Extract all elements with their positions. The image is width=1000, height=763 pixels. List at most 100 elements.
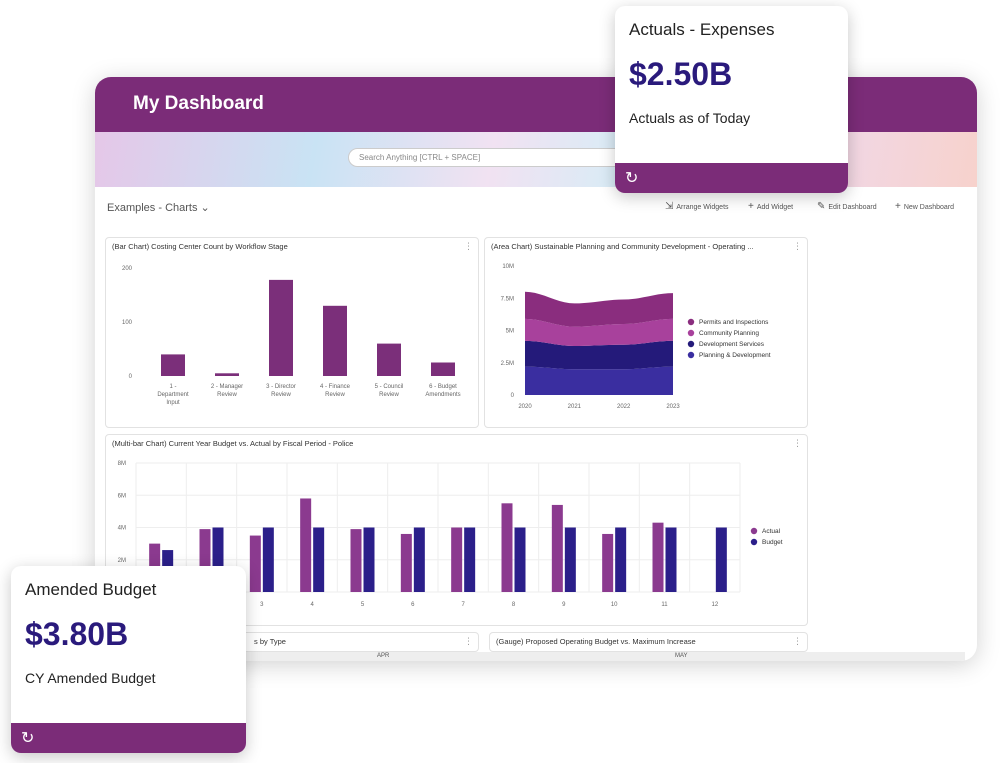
x-tick-label: 7 <box>461 602 465 608</box>
bar <box>551 504 563 592</box>
y-tick-label: 10M <box>502 264 514 270</box>
new-dashboard-button[interactable]: + New Dashboard <box>895 201 954 212</box>
view-select[interactable]: Examples - Charts ⌄ <box>107 201 210 214</box>
bar <box>413 527 425 592</box>
bar <box>161 354 185 376</box>
x-tick-label: 3 <box>260 602 264 608</box>
chevron-down-icon: ⌄ <box>200 202 210 214</box>
bar <box>431 362 455 376</box>
y-tick-label: 2.5M <box>501 361 514 367</box>
widget-title: (Gauge) Proposed Operating Budget vs. Ma… <box>496 637 696 646</box>
area-series <box>525 340 673 370</box>
bar <box>350 529 362 592</box>
bar <box>564 527 576 592</box>
bar <box>514 527 526 592</box>
area-chart-widget: (Area Chart) Sustainable Planning and Co… <box>484 237 808 428</box>
y-tick-label: 4M <box>118 526 126 532</box>
area-series <box>525 318 673 346</box>
bar <box>602 533 614 592</box>
x-tick-label: 3 - Director Review <box>266 384 296 398</box>
add-widget-button[interactable]: + Add Widget <box>748 201 793 212</box>
bar <box>262 527 274 592</box>
bar <box>715 527 727 592</box>
legend-swatch <box>687 340 695 348</box>
kpi-subtitle: Actuals as of Today <box>629 110 751 126</box>
legend-swatch <box>687 351 695 359</box>
actuals-kpi-card: Actuals - Expenses $2.50B Actuals as of … <box>615 6 848 193</box>
widget-title: (Area Chart) Sustainable Planning and Co… <box>491 242 754 251</box>
amended-budget-kpi-card: Amended Budget $3.80B CY Amended Budget … <box>11 566 246 753</box>
kebab-menu-icon[interactable]: ⋮ <box>464 241 473 251</box>
refresh-icon[interactable]: ↻ <box>625 170 639 187</box>
edit-dashboard-label: Edit Dashboard <box>828 204 877 211</box>
area-series <box>525 291 673 327</box>
new-dashboard-label: New Dashboard <box>903 204 955 211</box>
legend-swatch <box>750 538 758 546</box>
y-tick-label: 7.5M <box>501 296 514 302</box>
bar <box>400 533 412 592</box>
x-tick-label: 12 <box>711 602 718 608</box>
arrange-icon: ⇲ <box>665 201 674 212</box>
widget-title: (Multi-bar Chart) Current Year Budget vs… <box>112 439 354 448</box>
dashboard-toolbar: Examples - Charts ⌄ ⇲ Arrange Widgets + Ad… <box>95 187 977 227</box>
x-tick-label: 4 <box>310 602 314 608</box>
date-strip: APR MAY <box>105 652 965 661</box>
refresh-icon[interactable]: ↻ <box>21 730 35 747</box>
widget-title: s by Type <box>254 637 286 646</box>
bar <box>249 535 261 592</box>
x-tick-label: 9 <box>562 602 566 608</box>
bar <box>615 527 627 592</box>
kebab-menu-icon[interactable]: ⋮ <box>464 636 473 646</box>
x-tick-label: 5 <box>361 602 365 608</box>
search-input[interactable]: Search Anything [CTRL + SPACE] <box>348 148 628 167</box>
y-tick-label: 5M <box>506 329 514 335</box>
edit-dashboard-button[interactable]: ✎ Edit Dashboard <box>817 201 877 212</box>
bar <box>451 527 463 592</box>
kebab-menu-icon[interactable]: ⋮ <box>793 438 802 448</box>
legend-label: Budget <box>762 539 783 546</box>
y-tick-label: 8M <box>118 461 126 467</box>
legend-swatch <box>750 527 758 535</box>
kpi-value: $2.50B <box>629 56 733 92</box>
kpi-value: $3.80B <box>25 616 129 652</box>
bar-chart-widget: (Bar Chart) Costing Center Count by Work… <box>105 237 479 428</box>
widget-title: (Bar Chart) Costing Center Count by Work… <box>112 242 288 251</box>
y-tick-label: 0 <box>511 393 515 399</box>
legend-swatch <box>687 318 695 326</box>
gauge-widget: (Gauge) Proposed Operating Budget vs. Ma… <box>489 632 808 652</box>
x-tick-label: 6 <box>411 602 415 608</box>
legend-label: Permits and Inspections <box>699 319 769 326</box>
kpi-subtitle: CY Amended Budget <box>25 670 156 686</box>
bar <box>363 527 375 592</box>
y-tick-label: 2M <box>118 558 126 564</box>
bar <box>377 343 401 376</box>
arrange-widgets-button[interactable]: ⇲ Arrange Widgets <box>665 201 729 212</box>
bar <box>215 373 239 376</box>
y-tick-label: 0 <box>129 374 133 380</box>
add-widget-label: Add Widget <box>756 204 794 211</box>
bar <box>199 529 211 592</box>
legend-swatch <box>687 329 695 337</box>
x-tick-label: 10 <box>611 602 618 608</box>
legend-label: Actual <box>762 528 781 535</box>
y-tick-label: 6M <box>118 493 126 499</box>
kpi-footer: ↻ <box>615 163 848 193</box>
x-tick-label: 6 - Budget Amendments <box>425 384 460 398</box>
month-label: APR <box>377 653 390 659</box>
x-tick-label: 5 - Council Review <box>375 384 404 398</box>
y-tick-label: 200 <box>122 266 133 272</box>
page-title: My Dashboard <box>133 93 264 114</box>
x-tick-label: 2023 <box>666 404 680 410</box>
bar <box>269 279 293 376</box>
bar-chart: 0 100 200 1 -Department Input 2 - Manager Revi… <box>122 266 461 406</box>
bar <box>652 522 664 592</box>
legend-label: Planning & Development <box>699 352 771 359</box>
kebab-menu-icon[interactable]: ⋮ <box>793 241 802 251</box>
y-tick-label: 100 <box>122 320 133 326</box>
bar <box>501 503 513 592</box>
bar <box>323 305 347 376</box>
bar <box>300 498 312 592</box>
x-tick-label: 2 - Manager Review <box>211 384 243 398</box>
bar <box>313 527 325 592</box>
kebab-menu-icon[interactable]: ⋮ <box>793 636 802 646</box>
